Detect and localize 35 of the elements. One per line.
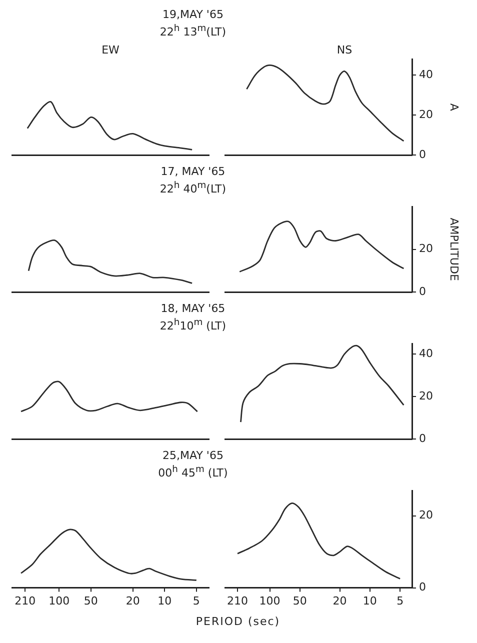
x-tick-label: 210 [227, 594, 248, 608]
chart-title: NS [336, 43, 352, 56]
x-tick-label: 50 [292, 594, 307, 608]
text: 17, MAY '65 [160, 165, 226, 179]
x-tick-label: 210 [14, 594, 36, 608]
chart-title: EW [102, 43, 120, 56]
x-tick-label: 10 [158, 594, 172, 608]
y-tick-label: 0 [419, 432, 426, 445]
y-tick-label: 20 [419, 242, 433, 256]
y-tick-label: 40 [419, 347, 433, 360]
y-axis-title: A [448, 103, 461, 112]
x-tick-label: 100 [259, 594, 280, 608]
y-axis-title: AMPLITUDE [448, 218, 461, 281]
text: 18, MAY '65 [160, 302, 226, 316]
text: 22$^{h}$ 40$^{m}$(LT) [158, 179, 228, 197]
y-tick-label: 0 [419, 148, 426, 161]
text: 22$^{h}$10$^{m}$ (LT) [158, 316, 228, 334]
y-tick-label: 40 [419, 68, 433, 82]
text: 00$^{h}$ 45$^{m}$ (LT) [157, 463, 229, 481]
text: 25,MAY '65 [162, 449, 224, 463]
text: 19,MAY '65 [162, 8, 224, 22]
x-tick-label: 5 [396, 594, 404, 608]
x-tick-label: 10 [362, 594, 377, 608]
x-tick-label: 100 [48, 594, 70, 608]
y-tick-label: 20 [419, 508, 433, 522]
x-axis-title: PERIOD (sec) [194, 615, 282, 628]
x-tick-label: 20 [332, 594, 347, 608]
x-tick-label: 5 [192, 594, 200, 608]
x-tick-label: 20 [126, 594, 140, 608]
y-tick-label: 20 [419, 389, 433, 402]
y-tick-label: 0 [419, 284, 426, 298]
x-tick-label: 50 [84, 594, 98, 608]
y-tick-label: 0 [419, 580, 426, 594]
y-tick-label: 20 [419, 108, 433, 121]
text: 22$^{h}$ 13$^{m}$(LT) [158, 22, 228, 40]
